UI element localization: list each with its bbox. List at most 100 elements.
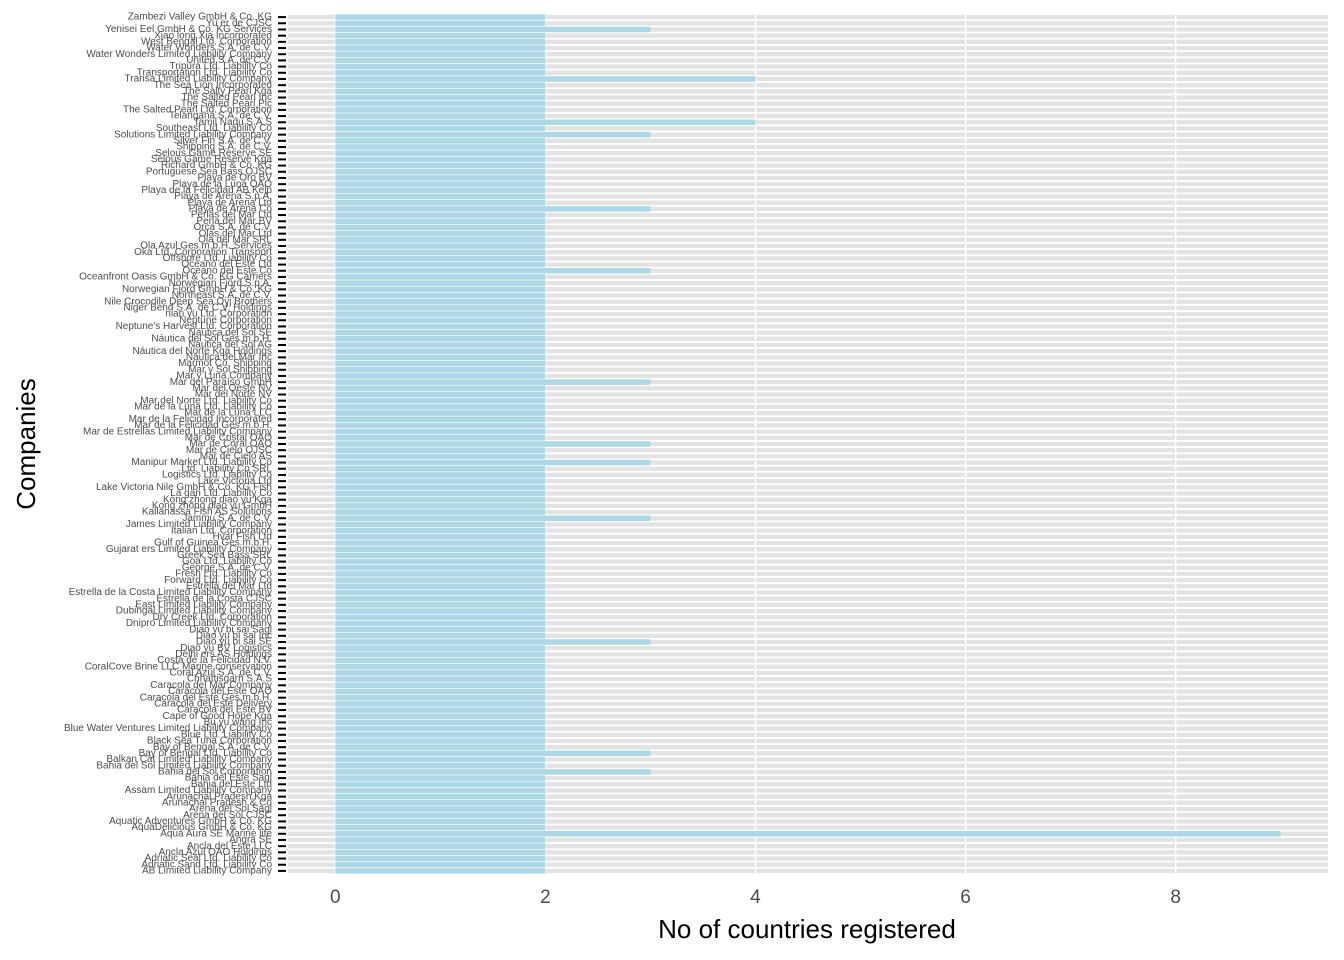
y-tick-label: Estrella de la Costa Limited Liability C… bbox=[69, 587, 272, 598]
y-tick-label: Telangana S.A. de C.V. bbox=[169, 111, 272, 122]
bar bbox=[335, 713, 546, 720]
x-tick-label: 2 bbox=[540, 887, 551, 908]
bar bbox=[335, 100, 546, 107]
y-tick-label: The Salted Pearl Ltd. Corporation bbox=[123, 105, 272, 116]
bar bbox=[335, 76, 756, 82]
y-tick-label: Norwegian Fjord S.p.A. bbox=[169, 278, 272, 289]
bar bbox=[335, 69, 546, 76]
y-tick-label: Ancla Azul OAO Holdings bbox=[159, 847, 272, 858]
bar bbox=[335, 694, 546, 701]
y-tick-label: Náutica del Mar Inc bbox=[186, 352, 272, 363]
y-tick-label: Diao yu BV Logistics bbox=[180, 643, 272, 654]
bar bbox=[335, 88, 546, 95]
bar bbox=[335, 837, 546, 843]
y-tick-label: Kong zhong diao yu GmbH bbox=[152, 501, 272, 512]
bar bbox=[335, 793, 546, 800]
bar bbox=[335, 249, 546, 255]
y-tick-label: Oka Ltd. Corporation Transport bbox=[134, 247, 272, 258]
bar bbox=[335, 391, 546, 398]
y-tick-label: Náutica del Sol Ges.m.b.H. bbox=[151, 333, 272, 344]
bar bbox=[335, 416, 546, 423]
y-tick-label: Manipur Market Ltd. Liability Co bbox=[131, 457, 272, 468]
y-tick-label: George S.A. de C.V. bbox=[182, 562, 272, 573]
bar bbox=[335, 509, 546, 515]
y-tick-label: Silver Fin S.A. de C.V. bbox=[173, 135, 272, 146]
y-tick-label: Nile Crocodile Deep Sea Oyj Brothers bbox=[104, 296, 272, 307]
bar bbox=[335, 806, 546, 812]
y-tick-label: Bahia del Sol Corporation bbox=[158, 767, 272, 778]
bar bbox=[335, 608, 546, 614]
bar bbox=[335, 212, 546, 218]
y-tick-label: AB Limited Liability Company bbox=[142, 866, 272, 877]
y-tick-label: Chhattisgarh S.A.S bbox=[187, 674, 272, 685]
y-tick-label: Lake Victoria Nile GmbH & Co. KG Fish bbox=[96, 482, 272, 493]
bar bbox=[335, 267, 651, 274]
bar bbox=[335, 360, 546, 367]
bar bbox=[335, 484, 546, 491]
bar bbox=[335, 113, 546, 119]
bar bbox=[335, 626, 546, 633]
y-tick-label: Caracola del Este OAO bbox=[168, 686, 272, 697]
y-tick-label: Oceano del Este Ltd bbox=[181, 259, 272, 270]
bar bbox=[335, 521, 546, 528]
bar bbox=[335, 119, 756, 126]
bar bbox=[335, 527, 546, 534]
bar bbox=[335, 441, 651, 447]
bar bbox=[335, 206, 651, 212]
y-tick-label: Dry Creek Ltd. Corporation bbox=[153, 612, 273, 623]
y-tick-label: Estrella de la Costa CJSC bbox=[156, 593, 272, 604]
y-tick-label: Bahia del Este Sagl bbox=[185, 773, 272, 784]
bar bbox=[335, 94, 546, 101]
y-tick-label: East Limited Liability Company bbox=[135, 600, 272, 611]
bar bbox=[335, 478, 546, 484]
bar bbox=[335, 156, 546, 163]
y-tick-label: Orca S.A. de C.V. bbox=[193, 222, 272, 233]
y-tick-label: Oceanfront Oasis GmbH & Co. KG Carriers bbox=[79, 272, 272, 283]
y-tick-label: Mar de la Luna LLC bbox=[184, 408, 272, 419]
bar bbox=[335, 657, 546, 664]
bar bbox=[335, 32, 546, 39]
bar bbox=[335, 620, 546, 627]
y-tick-label: Mar del Oeste NV bbox=[193, 383, 273, 394]
x-tick-label: 4 bbox=[750, 887, 761, 908]
bar bbox=[335, 843, 546, 849]
y-tick-label: Mar de Cielo AS bbox=[200, 451, 273, 462]
bar bbox=[335, 540, 546, 546]
bar bbox=[335, 230, 546, 237]
bar bbox=[335, 51, 546, 57]
bar bbox=[335, 348, 546, 354]
bar bbox=[335, 571, 546, 577]
bar bbox=[335, 589, 546, 596]
y-tick-label: Shipping S.A. de C.V. bbox=[176, 142, 272, 153]
y-tick-label: Aqua Aura SE Marine life bbox=[160, 828, 272, 839]
y-axis-title: Companies bbox=[11, 378, 41, 510]
y-tick-label: Richard GmbH & Co. KG bbox=[161, 160, 272, 171]
bar bbox=[335, 14, 546, 20]
bar bbox=[335, 274, 546, 280]
bar bbox=[335, 292, 546, 299]
bar bbox=[335, 317, 546, 324]
bar bbox=[335, 404, 546, 410]
y-tick-label: James Limited Liability Company bbox=[126, 519, 272, 530]
bar bbox=[335, 663, 546, 670]
y-tick-label: Jammu S.A. de C.V. bbox=[182, 513, 272, 524]
y-tick-label: Playa de Arena Co bbox=[189, 204, 273, 215]
bar bbox=[335, 435, 546, 441]
y-tick-label: Blue Water Ventures Limited Liability Co… bbox=[64, 723, 272, 734]
bar bbox=[335, 787, 546, 794]
y-tick-label: La gan Ltd. Liability Co bbox=[170, 488, 272, 499]
bar bbox=[335, 472, 546, 478]
x-tick-label: 8 bbox=[1170, 887, 1181, 908]
y-tick-label: Mar de la Felicidad Ges.m.b.H. bbox=[134, 420, 272, 431]
y-tick-label: Arena del Sol CJSC bbox=[183, 810, 272, 821]
y-tick-label: Ola Azul Ges.m.b.H. Services bbox=[140, 241, 272, 252]
y-tick-label: Bu yu wang Inc bbox=[204, 717, 272, 728]
bar bbox=[335, 193, 546, 200]
y-tick-label: United S.A. de C.V. bbox=[186, 55, 272, 66]
y-tick-label: Oceano del Este Co bbox=[183, 265, 273, 276]
bar bbox=[335, 849, 546, 856]
bar bbox=[335, 162, 546, 169]
y-tick-label: Selous Game Reserve SE bbox=[155, 148, 272, 159]
y-tick-label: Mar de Coral OAO bbox=[189, 439, 272, 450]
y-tick-label: Transportation Ltd. Liability Co bbox=[137, 67, 273, 78]
